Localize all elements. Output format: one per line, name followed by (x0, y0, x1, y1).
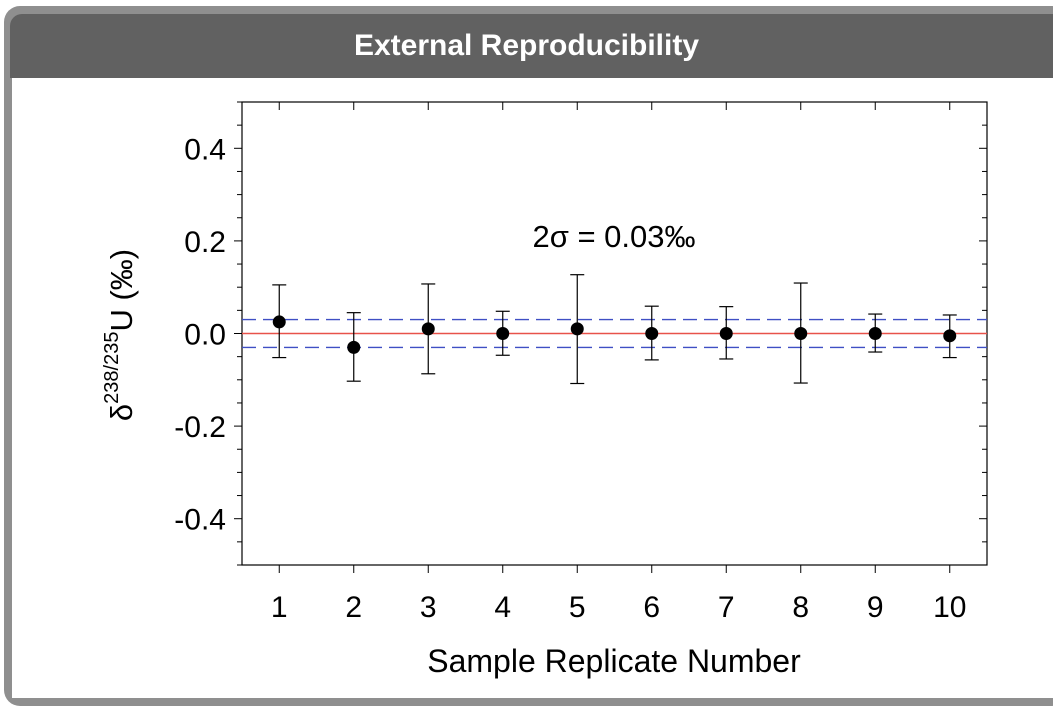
x-tick-label: 2 (345, 591, 362, 624)
x-tick-label: 8 (792, 591, 809, 624)
y-axis-label-base: δ (104, 404, 139, 421)
y-tick-label: -0.2 (174, 411, 226, 444)
y-tick-label: -0.4 (174, 504, 226, 537)
data-point (421, 322, 435, 336)
y-tick-label: 0.2 (184, 226, 226, 259)
data-point (794, 327, 808, 340)
axis-ticks: 0.4 0.2 0.0 -0.2 -0.4 1 2 3 4 5 6 7 8 9 10 (174, 101, 987, 624)
data-point (645, 327, 659, 340)
error-bars (272, 274, 957, 385)
x-tick-label: 5 (569, 591, 586, 624)
x-tick-label: 4 (494, 591, 511, 624)
data-point (496, 327, 510, 340)
y-axis-label-suffix: U (‰) (104, 249, 139, 332)
data-point (943, 329, 957, 343)
x-tick-label: 9 (867, 591, 884, 624)
x-tick-label: 7 (718, 591, 735, 624)
x-tick-label: 10 (933, 591, 966, 624)
annotation-two-sigma: 2σ = 0.03‰ (532, 219, 695, 254)
x-axis-label: Sample Replicate Number (427, 643, 801, 679)
y-axis-label: δ238/235U (‰) (101, 249, 139, 421)
data-point (570, 322, 584, 336)
data-point (719, 327, 733, 340)
card-header (10, 14, 1053, 78)
data-point (868, 327, 882, 340)
chart-panel (12, 78, 1053, 698)
data-point (272, 315, 286, 329)
chart-svg: 0.40.20.0-0.2-0.41 2 3 4 5 6 7 8 9 10 2σ = 0.03‰ … (101, 101, 988, 679)
data-point (347, 340, 361, 354)
x-tick-label: 1 (271, 591, 288, 624)
y-tick-label: 0.0 (184, 319, 226, 352)
x-tick-label: 3 (420, 591, 437, 624)
reference-lines (242, 318, 987, 349)
x-tick-label: 6 (643, 591, 660, 624)
svg-text:δ238/235U (‰): δ238/235U (‰) (101, 249, 139, 421)
data-points (272, 315, 957, 354)
y-axis-label-superscript: 238/235 (101, 332, 123, 404)
card-title: External Reproducibility (353, 29, 700, 62)
y-tick-label: 0.4 (184, 133, 226, 166)
